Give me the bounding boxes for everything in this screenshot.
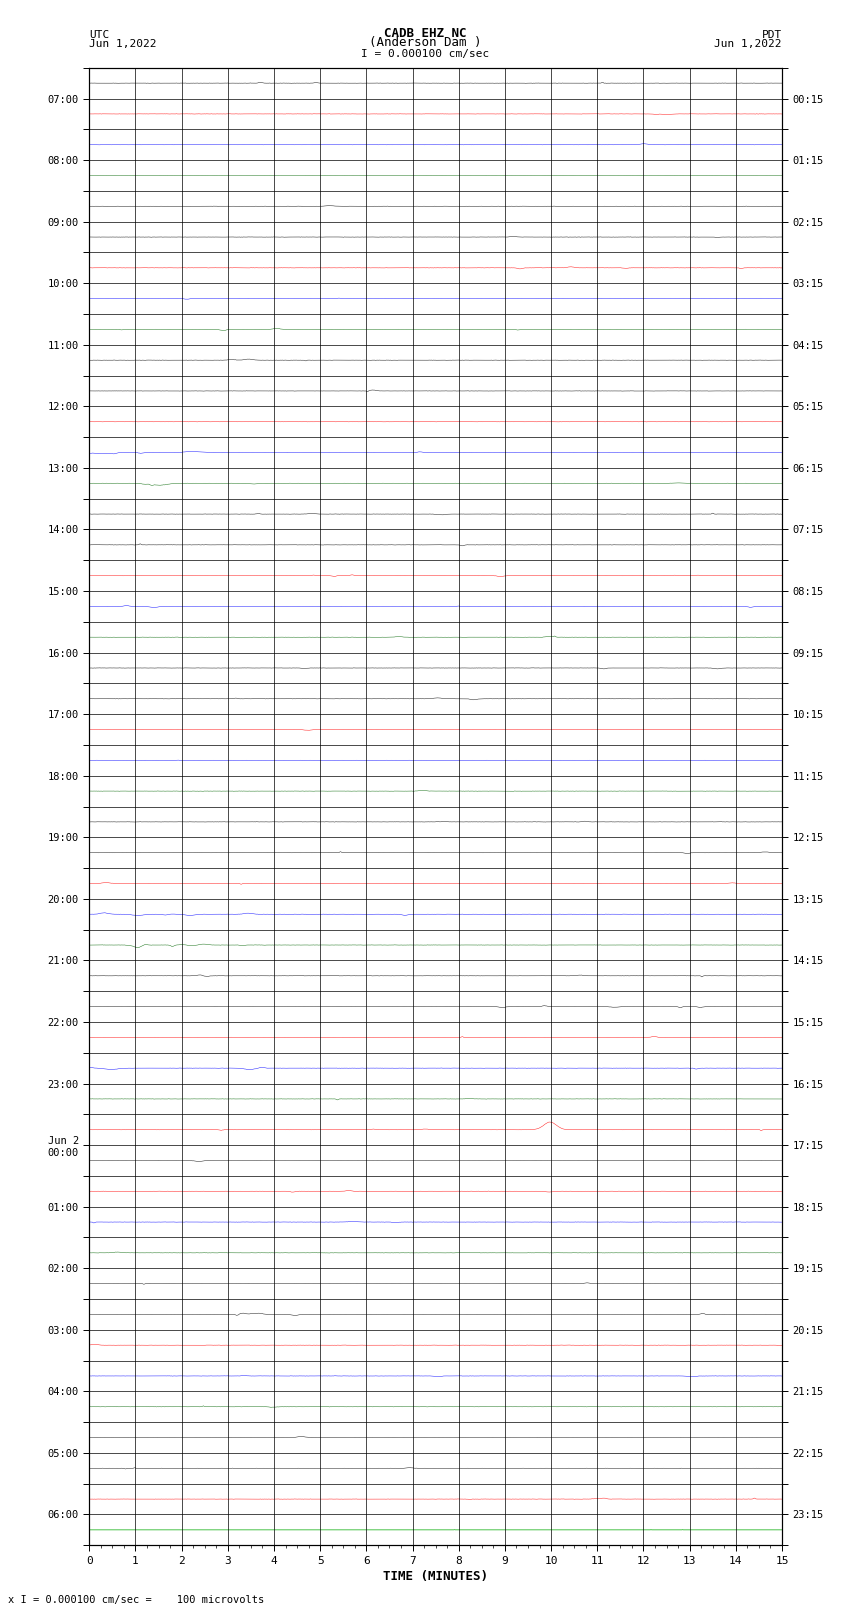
Text: x I = 0.000100 cm/sec =    100 microvolts: x I = 0.000100 cm/sec = 100 microvolts <box>8 1595 264 1605</box>
Text: PDT: PDT <box>762 29 782 39</box>
Text: UTC: UTC <box>89 29 110 39</box>
Text: Jun 1,2022: Jun 1,2022 <box>89 39 156 50</box>
X-axis label: TIME (MINUTES): TIME (MINUTES) <box>383 1569 488 1582</box>
Text: CADB EHZ NC: CADB EHZ NC <box>383 26 467 39</box>
Text: I = 0.000100 cm/sec: I = 0.000100 cm/sec <box>361 48 489 58</box>
Text: Jun 1,2022: Jun 1,2022 <box>715 39 782 50</box>
Text: (Anderson Dam ): (Anderson Dam ) <box>369 35 481 50</box>
